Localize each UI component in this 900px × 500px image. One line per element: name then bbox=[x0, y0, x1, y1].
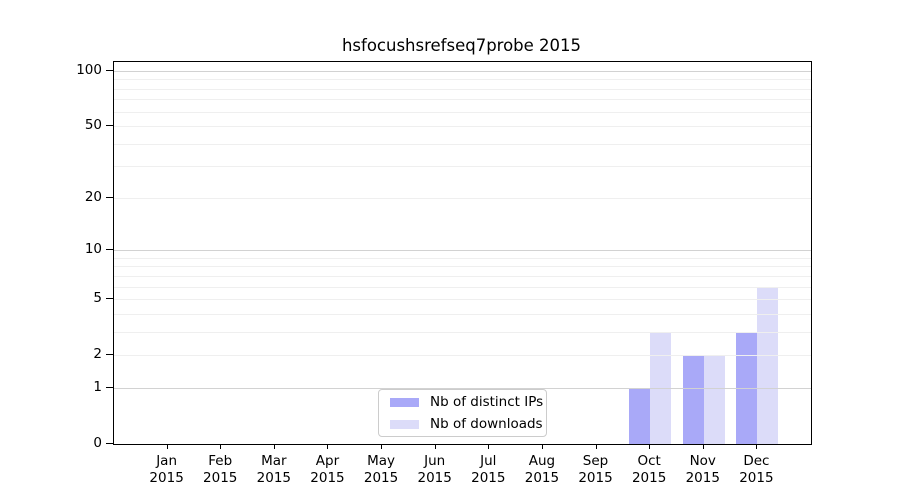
legend-row: Nb of downloads bbox=[387, 415, 543, 434]
bar-downloads bbox=[703, 355, 725, 444]
x-tick bbox=[702, 444, 704, 449]
y-tick bbox=[106, 354, 113, 356]
x-tick bbox=[166, 444, 168, 449]
y-tick-label: 100 bbox=[76, 62, 102, 78]
gridline-minor bbox=[114, 79, 811, 81]
x-tick bbox=[649, 444, 651, 449]
x-tick-label: Dec 2015 bbox=[739, 453, 774, 486]
x-tick bbox=[595, 444, 597, 449]
gridline-minor bbox=[114, 111, 811, 113]
bar-distinct-ips bbox=[629, 387, 651, 444]
y-tick bbox=[106, 70, 113, 71]
x-tick-label: Feb 2015 bbox=[203, 453, 238, 486]
gridline-minor bbox=[114, 286, 811, 288]
gridline-minor bbox=[114, 266, 811, 268]
y-tick bbox=[106, 386, 113, 388]
gridline-minor bbox=[114, 126, 811, 128]
y-tick-label: 10 bbox=[84, 241, 102, 258]
y-tick bbox=[106, 196, 113, 198]
x-tick-label: Sep 2015 bbox=[578, 453, 613, 486]
x-tick bbox=[381, 444, 383, 449]
y-tick-label: 0 bbox=[93, 435, 102, 451]
bar-downloads bbox=[757, 286, 779, 444]
legend-label: Nb of downloads bbox=[430, 415, 543, 432]
y-tick-label: 5 bbox=[93, 290, 102, 307]
x-tick-label: May 2015 bbox=[363, 453, 399, 486]
x-tick bbox=[273, 444, 275, 449]
x-tick bbox=[434, 444, 436, 449]
y-tick-label: 20 bbox=[84, 188, 102, 205]
gridline-minor bbox=[114, 143, 811, 145]
y-tick bbox=[106, 443, 113, 444]
gridline-minor bbox=[114, 197, 811, 199]
x-tick-label: Mar 2015 bbox=[256, 453, 292, 486]
gridline-minor bbox=[114, 257, 811, 259]
gridline-minor bbox=[114, 313, 811, 315]
y-tick-label: 2 bbox=[93, 346, 102, 363]
bar-distinct-ips bbox=[682, 355, 704, 444]
y-tick bbox=[106, 125, 113, 127]
y-tick-label: 50 bbox=[84, 117, 102, 134]
x-tick bbox=[541, 444, 543, 449]
x-tick-label: Nov 2015 bbox=[685, 453, 720, 486]
x-tick-label: Apr 2015 bbox=[310, 453, 345, 486]
x-tick-label: Jan 2015 bbox=[149, 453, 184, 486]
legend-swatch-downloads bbox=[390, 419, 419, 429]
x-tick-label: Jun 2015 bbox=[417, 453, 452, 486]
gridline-minor bbox=[114, 88, 811, 90]
legend-label: Nb of distinct IPs bbox=[430, 393, 544, 410]
x-tick-label: Aug 2015 bbox=[524, 453, 560, 486]
y-tick bbox=[106, 249, 113, 251]
gridline-minor bbox=[114, 355, 811, 357]
legend-row: Nb of distinct IPs bbox=[387, 393, 543, 412]
x-tick-label: Oct 2015 bbox=[631, 453, 667, 486]
x-tick bbox=[756, 444, 758, 449]
gridline-major bbox=[114, 387, 811, 389]
gridline-minor bbox=[114, 299, 811, 301]
gridline-minor bbox=[114, 275, 811, 277]
plot-area bbox=[113, 61, 812, 445]
gridline-minor bbox=[114, 331, 811, 333]
x-tick bbox=[220, 444, 222, 449]
gridline-major bbox=[114, 71, 811, 72]
y-tick-label: 1 bbox=[93, 378, 102, 395]
gridline-major bbox=[114, 250, 811, 252]
y-tick bbox=[106, 298, 113, 300]
chart-title: hsfocushsrefseq7probe 2015 bbox=[341, 36, 582, 55]
legend: Nb of distinct IPs Nb of downloads bbox=[378, 389, 547, 437]
x-tick bbox=[327, 444, 329, 449]
gridline-minor bbox=[114, 166, 811, 168]
x-tick bbox=[488, 444, 490, 449]
gridline-minor bbox=[114, 99, 811, 101]
x-tick-label: Jul 2015 bbox=[471, 453, 506, 486]
legend-swatch-distinct-ips bbox=[390, 397, 419, 407]
